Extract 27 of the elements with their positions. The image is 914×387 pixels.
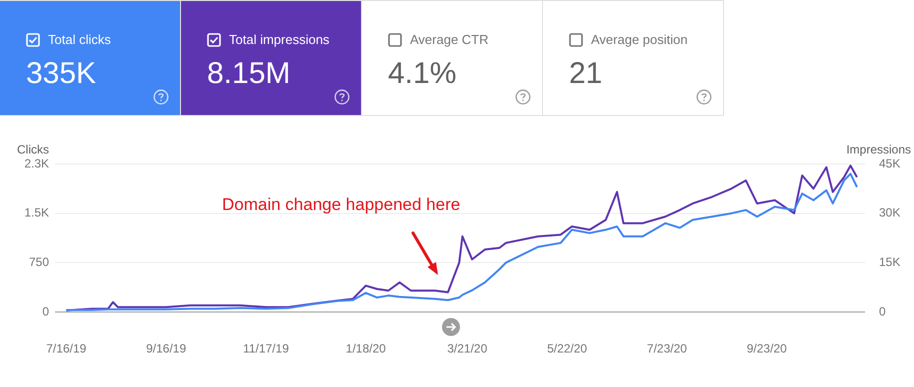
y2-axis-title: Impressions (846, 142, 911, 156)
text: Average position (591, 32, 688, 47)
x-tick-label: 9/23/20 (746, 342, 788, 356)
annotation: Domain change happened here (222, 195, 460, 215)
y2-tick-label: 45K (879, 156, 900, 170)
text: 4.1% (388, 57, 456, 91)
y-axis-title: Clicks (17, 142, 49, 156)
x-tick-label: 7/16/19 (46, 342, 87, 356)
y2-tick-label: 15K (879, 254, 900, 269)
text: Average CTR (410, 32, 489, 47)
text: 8.15M (207, 57, 290, 91)
y-tick-label: 0 (42, 304, 50, 318)
y-tick-label: 750 (28, 254, 50, 269)
y2-tick-label: 30K (879, 206, 900, 220)
x-tick-label: 1/18/20 (346, 342, 386, 356)
x-tick-label: 7/23/20 (646, 342, 688, 356)
x-tick-label: 5/22/20 (547, 342, 588, 356)
y-tick-label: 2.3K (24, 156, 49, 170)
x-tick-label: 9/16/19 (146, 342, 186, 356)
y2-tick-label: 0 (879, 304, 886, 318)
legend-label: Total impressions (229, 32, 330, 47)
text: 335K (26, 57, 96, 91)
x-tick-label: 11/17/19 (243, 342, 290, 356)
legend-label: Total clicks (48, 32, 111, 47)
y-tick-label: 1.5K (24, 206, 49, 220)
x-tick-label: 3/21/20 (447, 342, 488, 356)
text: 21 (569, 57, 602, 91)
